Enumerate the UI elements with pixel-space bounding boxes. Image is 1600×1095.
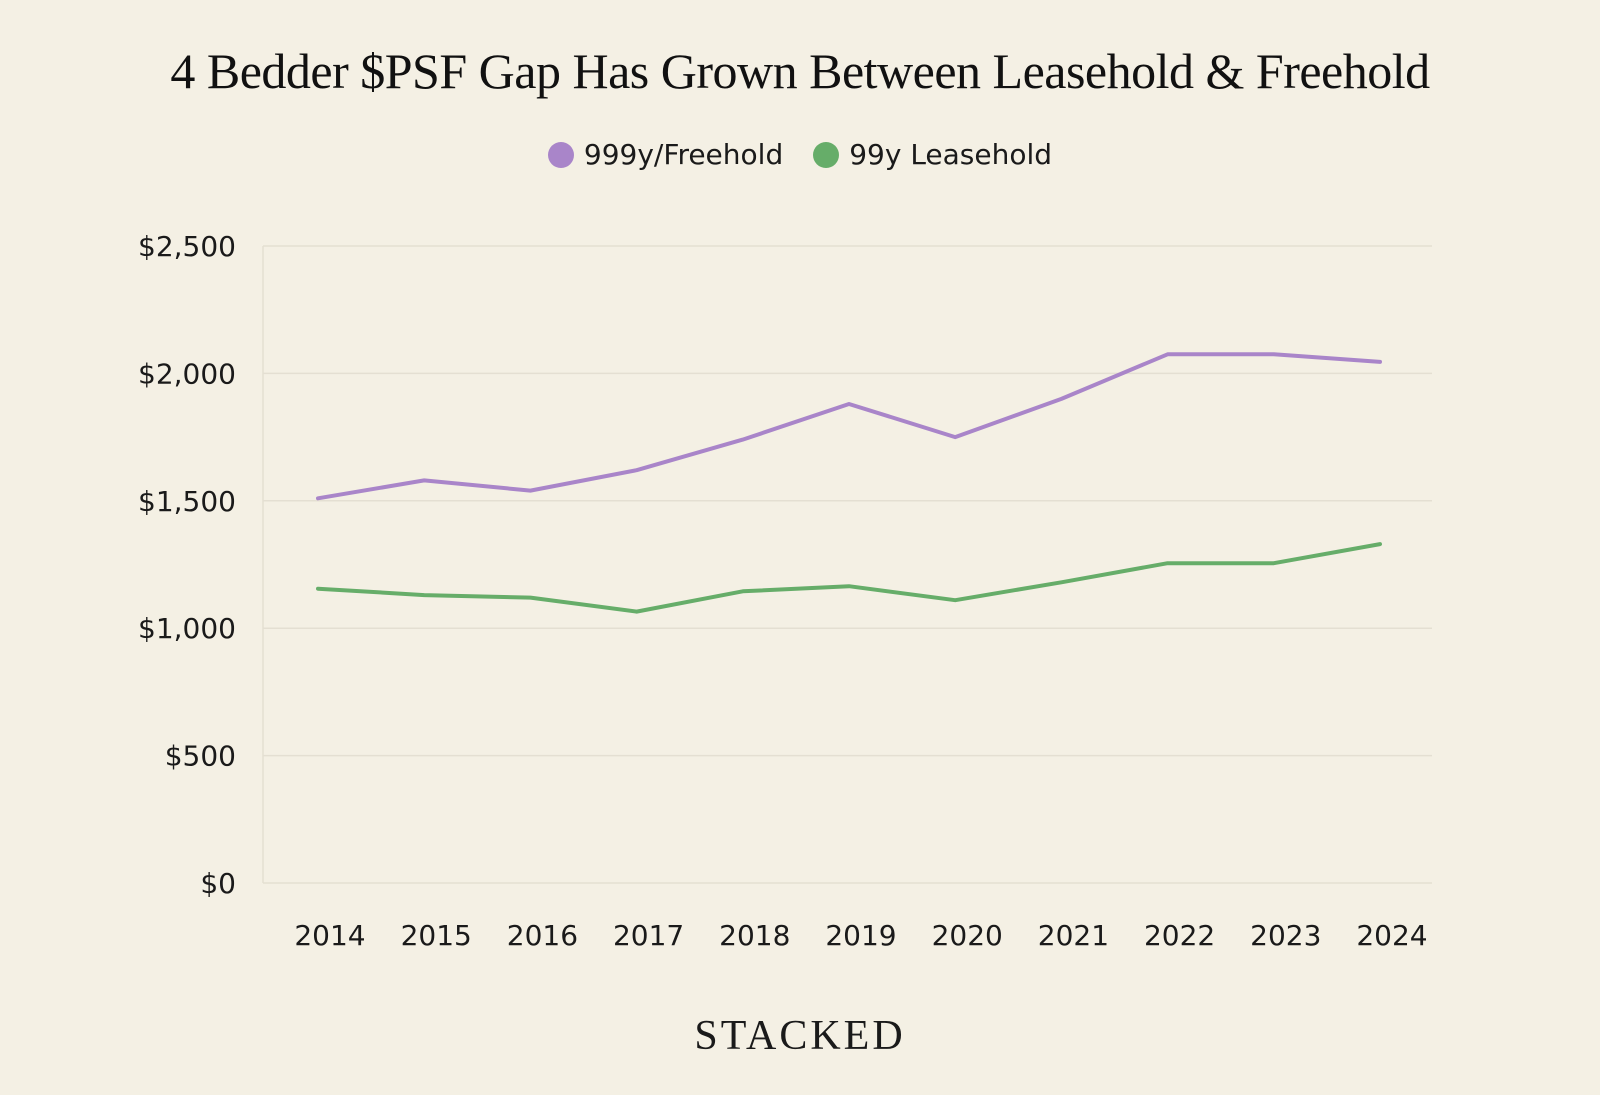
x-tick-label: 2016 xyxy=(507,919,578,952)
y-tick-label: $2,000 xyxy=(138,357,236,390)
legend-swatch-freehold xyxy=(547,141,574,168)
chart-title: 4 Bedder $PSF Gap Has Grown Between Leas… xyxy=(170,43,1430,99)
brand-logo: STACKED xyxy=(694,1013,906,1059)
y-tick-label: $0 xyxy=(200,867,236,900)
x-tick-label: 2023 xyxy=(1250,919,1321,952)
y-axis: $0 $500 $1,000 $1,500 $2,000 $2,500 xyxy=(138,230,236,900)
series-lines xyxy=(316,352,1382,614)
y-tick-label: $2,500 xyxy=(138,230,236,263)
legend-item-freehold[interactable]: 999y/Freehold xyxy=(547,138,784,171)
y-tick-label: $500 xyxy=(165,740,236,773)
y-tick-label: $1,500 xyxy=(138,485,236,518)
y-tick-label: $1,000 xyxy=(138,612,236,645)
legend-swatch-leasehold xyxy=(813,141,840,168)
legend-label-freehold: 999y/Freehold xyxy=(583,138,784,171)
x-tick-label: 2021 xyxy=(1038,919,1109,952)
x-tick-label: 2020 xyxy=(932,919,1003,952)
legend-item-leasehold[interactable]: 99y Leasehold xyxy=(813,138,1052,171)
x-tick-label: 2017 xyxy=(613,919,684,952)
series-line-leasehold xyxy=(316,542,1382,614)
x-tick-label: 2019 xyxy=(825,919,896,952)
x-tick-label: 2014 xyxy=(294,919,365,952)
series-line-freehold xyxy=(316,352,1382,501)
x-axis: 2014 2015 2016 2017 2018 2019 2020 2021 2022 2023… xyxy=(294,919,1427,952)
x-tick-label: 2024 xyxy=(1356,919,1427,952)
legend-label-leasehold: 99y Leasehold xyxy=(849,138,1053,171)
gridlines xyxy=(262,245,1432,884)
x-tick-label: 2015 xyxy=(401,919,472,952)
x-tick-label: 2022 xyxy=(1144,919,1215,952)
legend: 999y/Freehold 99y Leasehold xyxy=(0,138,1600,171)
x-tick-label: 2018 xyxy=(719,919,790,952)
